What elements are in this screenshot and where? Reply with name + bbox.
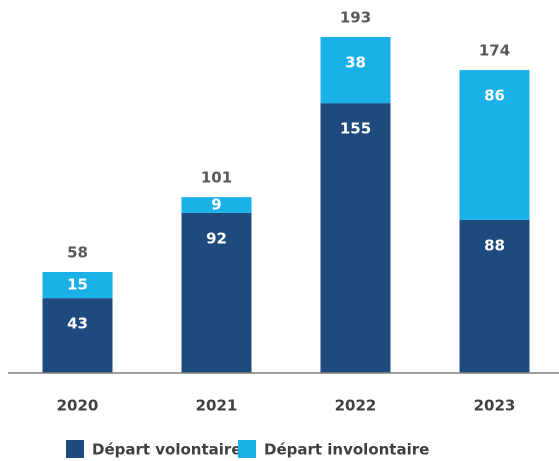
x-tick-label: 2020: [57, 397, 99, 415]
bar-segment: [459, 70, 530, 220]
bar-segment: [181, 212, 252, 373]
segment-label: 155: [340, 120, 371, 138]
total-label: 193: [340, 9, 371, 27]
segment-label: 15: [67, 276, 88, 294]
segment-label: 86: [484, 87, 505, 105]
bar-segment: [320, 103, 391, 373]
segment-label: 88: [484, 236, 505, 254]
bar-segment: [42, 272, 113, 299]
segment-label: 43: [67, 315, 88, 333]
bar-segment: [42, 298, 113, 373]
legend-label: Départ volontaire: [92, 441, 242, 459]
x-tick-label: 2023: [474, 397, 516, 415]
legend-swatch: [66, 440, 84, 458]
legend-swatch: [238, 440, 256, 458]
bar-segment: [320, 37, 391, 104]
total-label: 101: [201, 169, 232, 187]
bar-segment: [181, 197, 252, 213]
total-label: 58: [67, 244, 88, 262]
x-tick-label: 2022: [335, 397, 377, 415]
bar-segment: [459, 219, 530, 373]
legend-label: Départ involontaire: [264, 441, 429, 459]
segment-label: 9: [211, 196, 221, 214]
total-label: 174: [479, 42, 510, 60]
segment-label: 92: [206, 229, 227, 247]
x-tick-label: 2021: [196, 397, 238, 415]
segment-label: 38: [345, 54, 366, 72]
